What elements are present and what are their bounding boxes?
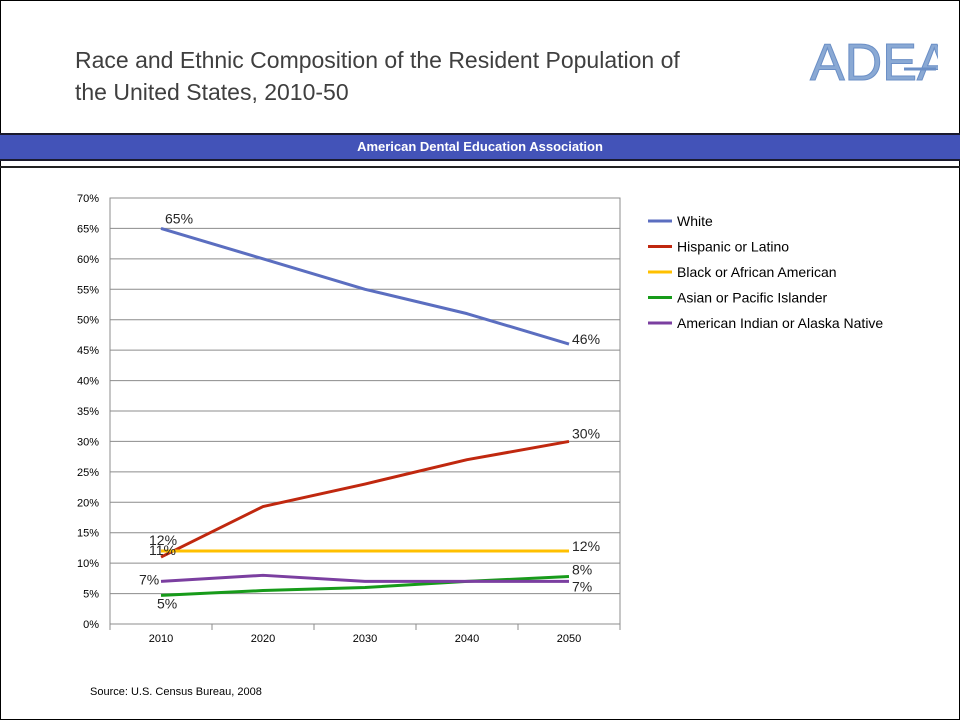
plot-area: [109, 197, 621, 625]
series-line-4: [160, 573, 569, 583]
legend-label: Hispanic or Latino: [677, 239, 789, 255]
y-tick-label: 35%: [77, 406, 99, 418]
x-tick-label: 2030: [353, 633, 377, 645]
data-label-start: 5%: [157, 595, 177, 611]
data-label-end: 12%: [572, 538, 600, 554]
x-tick-label: 2040: [455, 633, 479, 645]
y-tick-label: 10%: [77, 558, 99, 570]
page-title: Race and Ethnic Composition of the Resid…: [75, 44, 795, 108]
data-label-start: 65%: [165, 210, 193, 226]
legend-label: American Indian or Alaska Native: [677, 315, 883, 331]
x-tick-label: 2050: [557, 633, 581, 645]
legend-label: White: [677, 213, 713, 229]
y-tick-label: 55%: [77, 284, 99, 296]
organization-name: American Dental Education Association: [357, 139, 603, 154]
title-line-2: the United States, 2010-50: [75, 79, 349, 105]
adea-logo: ADEA: [810, 34, 939, 89]
y-tick-label: 45%: [77, 345, 99, 357]
series-line-3: [160, 575, 570, 597]
divider: [0, 166, 960, 168]
source-note: Source: U.S. Census Bureau, 2008: [90, 686, 262, 698]
data-label-end: 8%: [572, 562, 592, 578]
y-tick-label: 30%: [77, 436, 99, 448]
legend-label: Black or African American: [677, 264, 837, 280]
y-tick-label: 60%: [77, 254, 99, 266]
title-line-1: Race and Ethnic Composition of the Resid…: [75, 47, 680, 73]
line-chart: 0% 5% 10% 15% 20% 25% 30% 35% 40% 45% 50% 55% 60% 65%…: [77, 193, 883, 645]
x-tick-label: 2010: [149, 633, 173, 645]
data-label-start: 7%: [139, 571, 159, 587]
series-line-0: [160, 226, 570, 346]
y-tick-label: 20%: [77, 497, 99, 509]
data-label-end: 7%: [572, 578, 592, 594]
data-label-end: 30%: [572, 425, 600, 441]
logo-text: ADEA: [810, 34, 938, 88]
data-label-start: 12%: [149, 532, 177, 548]
data-label-end: 46%: [572, 331, 600, 347]
legend-label: Asian or Pacific Islander: [677, 290, 828, 306]
y-tick-label: 40%: [77, 376, 99, 388]
y-tick-label: 0%: [83, 619, 99, 631]
y-tick-label: 70%: [77, 193, 99, 205]
series-line-1: [160, 439, 570, 559]
y-tick-label: 15%: [77, 528, 99, 540]
y-tick-label: 50%: [77, 315, 99, 327]
data-label-start: 11%: [149, 542, 176, 558]
y-tick-label: 5%: [83, 589, 99, 601]
x-tick-label: 2020: [251, 633, 275, 645]
y-tick-label: 65%: [77, 223, 99, 235]
organization-band: American Dental Education Association: [0, 133, 960, 161]
y-tick-label: 25%: [77, 467, 99, 479]
